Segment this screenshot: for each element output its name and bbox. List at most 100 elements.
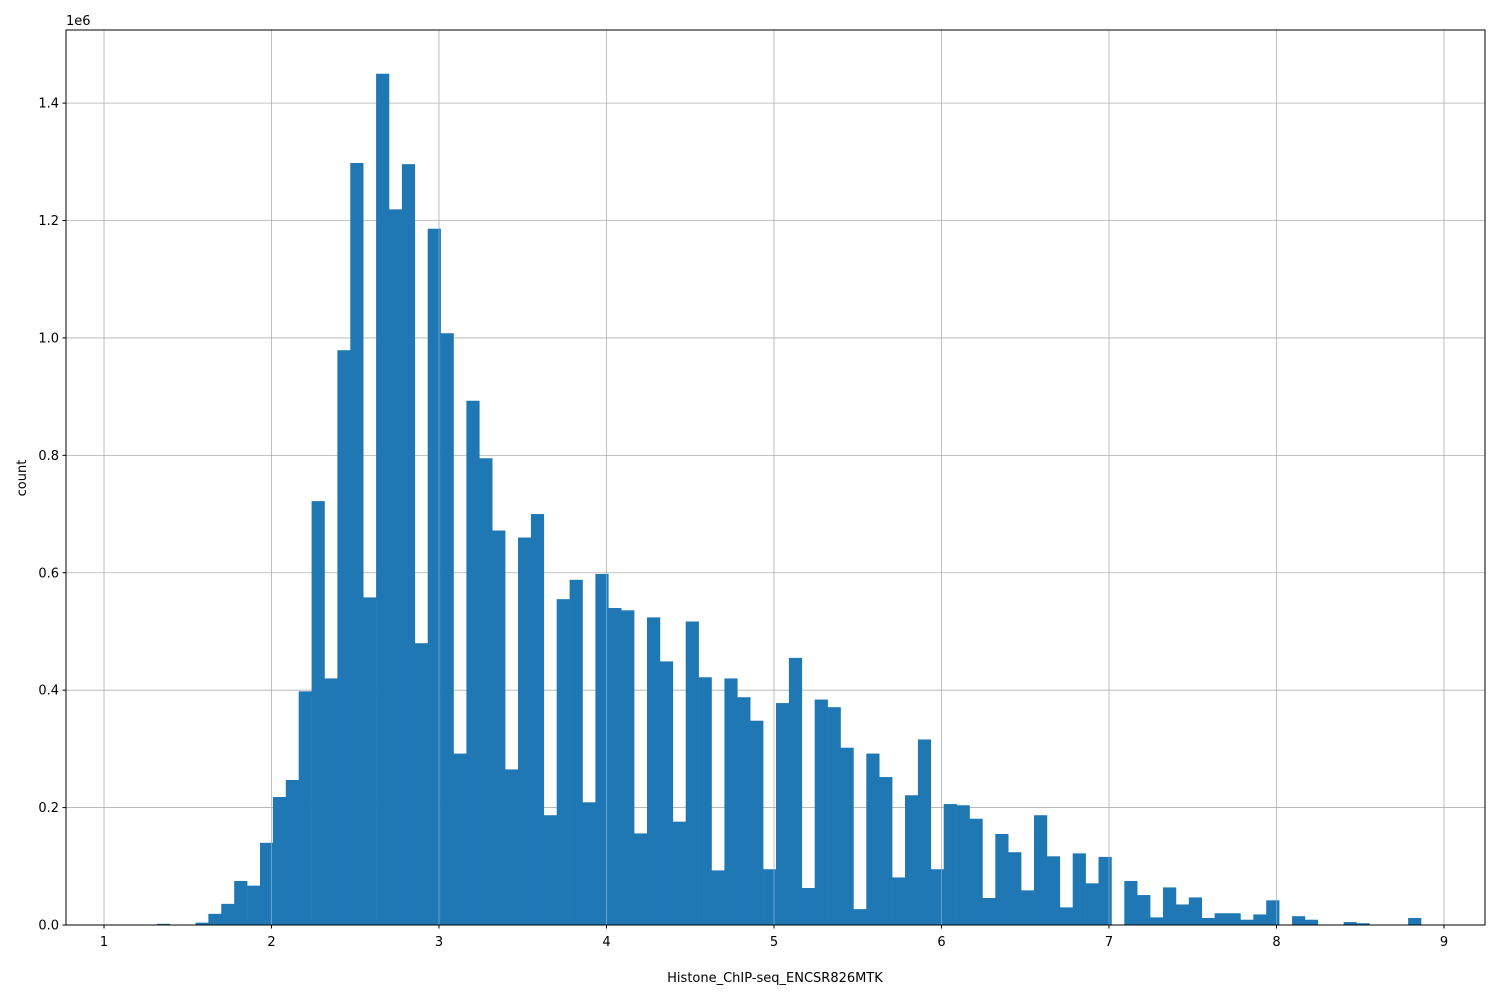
histogram-bar xyxy=(466,400,480,925)
histogram-bar xyxy=(943,804,957,925)
histogram-bar xyxy=(763,869,777,925)
x-tick-label: 9 xyxy=(1440,935,1448,950)
histogram-bar xyxy=(427,228,441,925)
x-axis-label: Histone_ChIP-seq_ENCSR826MTK xyxy=(667,971,883,986)
histogram-bar xyxy=(1266,900,1280,925)
histogram-bar xyxy=(337,350,351,925)
histogram-bar xyxy=(234,880,248,925)
grid-lines xyxy=(66,30,1485,926)
histogram-bar xyxy=(1408,917,1422,925)
histogram-bar xyxy=(1124,880,1138,925)
histogram-bar xyxy=(440,333,454,925)
histogram-bar xyxy=(401,164,416,925)
histogram-bar xyxy=(311,501,325,925)
histogram-bar xyxy=(750,720,764,925)
histogram-bar xyxy=(530,514,545,925)
y-offset-label: 1e6 xyxy=(66,14,91,29)
histogram-bar xyxy=(1227,913,1241,925)
histogram-bar xyxy=(956,805,970,925)
histogram-bar xyxy=(814,699,828,925)
x-tick-label: 5 xyxy=(770,935,778,950)
histogram-bar xyxy=(672,821,687,925)
x-tick-label: 4 xyxy=(602,935,610,950)
histogram-bar xyxy=(827,707,841,925)
histogram-bar xyxy=(414,643,428,925)
histogram-bar xyxy=(853,909,867,925)
histogram-bar xyxy=(453,753,467,925)
x-tick-label: 3 xyxy=(435,935,443,950)
histogram-bar xyxy=(350,162,364,926)
histogram-bar xyxy=(1008,852,1022,925)
histogram-bar xyxy=(659,661,674,925)
histogram-bar xyxy=(1343,922,1357,925)
histogram-bar xyxy=(1137,895,1151,925)
histogram-bar xyxy=(724,678,738,925)
histogram-bar xyxy=(543,815,557,925)
histogram-bar xyxy=(582,802,596,925)
histogram-bars xyxy=(156,73,1422,926)
histogram-bar xyxy=(1046,856,1061,925)
histogram-bar xyxy=(324,678,338,925)
histogram-bar xyxy=(363,597,377,925)
histogram-bar xyxy=(1034,815,1048,925)
y-tick-label: 0.2 xyxy=(38,801,59,816)
histogram-bar xyxy=(917,739,932,925)
histogram-bar xyxy=(595,573,609,925)
histogram-bar xyxy=(221,903,235,925)
histogram-bar xyxy=(879,777,893,925)
histogram-bar xyxy=(1240,919,1254,925)
histogram-bar xyxy=(1072,853,1086,925)
histogram-bar xyxy=(1163,887,1177,925)
histogram-bar xyxy=(905,795,919,925)
histogram-bar xyxy=(621,610,635,925)
histogram-bar xyxy=(634,833,648,925)
histogram-bar xyxy=(646,617,661,925)
histogram-bar xyxy=(776,703,790,925)
x-tick-label: 7 xyxy=(1105,935,1113,950)
histogram-bar xyxy=(1253,914,1267,925)
histogram-bar xyxy=(1021,890,1035,925)
histogram-bar xyxy=(1059,907,1074,925)
histogram-bar xyxy=(505,769,519,925)
histogram-bar xyxy=(788,657,803,925)
histogram-bar xyxy=(1304,919,1319,925)
histogram-bar xyxy=(1098,856,1112,925)
y-axis-label: count xyxy=(15,460,30,497)
histogram-bar xyxy=(1175,904,1190,925)
x-tick-label: 2 xyxy=(267,935,275,950)
histogram-bar xyxy=(1188,897,1203,925)
histogram-bar xyxy=(388,209,403,926)
histogram-bar xyxy=(556,599,570,925)
histogram-bar xyxy=(195,922,209,925)
histogram-bar xyxy=(259,842,274,925)
histogram-bar xyxy=(1356,923,1370,925)
histogram-bar xyxy=(285,779,299,925)
histogram-bar xyxy=(892,877,906,925)
y-tick-label: 1.2 xyxy=(38,214,59,229)
histogram-bar xyxy=(156,923,170,925)
histogram-bar xyxy=(1292,916,1306,925)
histogram-bar xyxy=(801,888,816,925)
histogram-bar xyxy=(298,691,312,925)
histogram-bar xyxy=(272,797,287,925)
x-tick-label: 8 xyxy=(1272,935,1280,950)
x-tick-label: 6 xyxy=(937,935,945,950)
histogram-bar xyxy=(376,73,390,925)
histogram-bar xyxy=(492,530,506,925)
x-axis-ticks: 1 2 3 4 5 6 7 8 9 xyxy=(100,925,1448,950)
histogram-bar xyxy=(930,869,945,925)
histogram-bar xyxy=(866,753,880,925)
histogram-bar xyxy=(517,537,532,925)
histogram-bar xyxy=(608,607,622,925)
histogram-bar xyxy=(1201,917,1215,925)
histogram-bar xyxy=(247,885,261,925)
y-tick-label: 0.8 xyxy=(38,449,59,464)
histogram-bar xyxy=(737,697,751,925)
histogram-bar xyxy=(711,870,725,925)
y-axis-ticks: 0.0 0.2 0.4 0.6 0.8 1.0 1.2 1.4 xyxy=(38,97,66,934)
y-tick-label: 1.0 xyxy=(38,331,59,346)
histogram-bar xyxy=(995,834,1009,925)
histogram-bar xyxy=(1085,883,1099,925)
plot-frame xyxy=(65,29,1486,926)
